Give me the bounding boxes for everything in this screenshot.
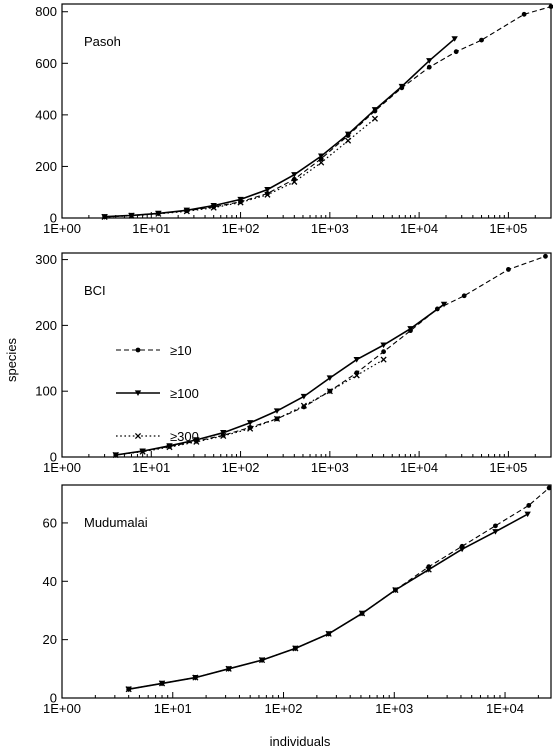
data-point <box>301 394 307 400</box>
legend: ≥10 ≥100 ≥300 <box>116 343 199 444</box>
y-tick-label: 40 <box>43 574 57 589</box>
series-line <box>129 514 528 689</box>
data-point <box>427 65 432 70</box>
data-point <box>549 4 553 9</box>
series-line <box>105 39 455 217</box>
data-point <box>493 523 498 528</box>
y-tick-label: 800 <box>35 4 57 19</box>
data-point <box>381 357 386 362</box>
series-line <box>129 488 549 689</box>
x-tick-label: 1E+00 <box>43 221 81 236</box>
x-tick-label: 1E+01 <box>154 701 192 716</box>
data-point <box>454 49 459 54</box>
legend-marker <box>136 348 141 353</box>
data-point <box>547 486 552 491</box>
x-tick-label: 1E+05 <box>489 460 527 475</box>
data-point <box>372 116 377 121</box>
x-tick-label: 1E+03 <box>311 221 349 236</box>
legend-label: ≥300 <box>170 429 199 444</box>
panel-mudumalai: 0 20 40 60 1E+00 1E+01 1E+02 1E+03 1E+04 Mudumala… <box>43 485 552 716</box>
x-tick-label: 1E+01 <box>132 460 170 475</box>
x-tick-label: 1E+02 <box>265 701 303 716</box>
x-tick-label: 1E+03 <box>375 701 413 716</box>
y-tick-label: 20 <box>43 632 57 647</box>
x-axis-title: individuals <box>270 734 331 749</box>
data-point <box>492 529 498 535</box>
panel-label-mudumalai: Mudumalai <box>84 515 148 530</box>
x-tick-label: 1E+04 <box>400 460 438 475</box>
panel-label-pasoh: Pasoh <box>84 34 121 49</box>
y-tick-label: 60 <box>43 515 57 530</box>
panel-bci: 0 100 200 300 1E+00 1E+01 1E+02 1E+03 1E+04 1E+05… <box>35 252 551 475</box>
series-line <box>129 570 429 690</box>
data-point <box>345 138 350 143</box>
x-tick-label: 1E+04 <box>486 701 524 716</box>
data-point <box>522 12 527 17</box>
data-point <box>479 38 484 43</box>
series-ge10 <box>102 4 553 219</box>
y-tick-label: 600 <box>35 56 57 71</box>
data-point <box>381 349 386 354</box>
data-point <box>524 512 530 518</box>
series-line <box>116 360 384 455</box>
x-tick-label: 1E+02 <box>222 221 260 236</box>
series-ge300 <box>126 567 431 692</box>
panel-label-bci: BCI <box>84 283 106 298</box>
y-tick-label: 400 <box>35 107 57 122</box>
series-ge100 <box>101 36 457 220</box>
x-tick-label: 1E+00 <box>43 460 81 475</box>
x-tick-label: 1E+02 <box>222 460 260 475</box>
panel-pasoh: 02004006008001E+00 1E+01 1E+02 1E+03 1E+04 1E… <box>35 4 553 236</box>
plot-frame <box>62 253 551 457</box>
series-line <box>105 7 551 217</box>
data-point <box>462 293 467 298</box>
x-tick-label: 1E+01 <box>132 221 170 236</box>
series-ge300 <box>113 357 386 458</box>
y-tick-label: 200 <box>35 159 57 174</box>
legend-marker <box>135 433 140 438</box>
series-ge10 <box>126 486 551 692</box>
data-point <box>526 503 531 508</box>
series-ge100 <box>125 512 530 693</box>
x-tick-label: 1E+04 <box>400 221 438 236</box>
legend-label: ≥10 <box>170 343 192 358</box>
data-point <box>506 267 511 272</box>
x-tick-label: 1E+00 <box>43 701 81 716</box>
legend-label: ≥100 <box>170 386 199 401</box>
y-tick-label: 300 <box>35 252 57 267</box>
y-axis-title: species <box>4 337 19 382</box>
plot-frame <box>62 4 551 218</box>
y-tick-label: 100 <box>35 384 57 399</box>
series-ge100 <box>113 302 448 458</box>
series-line <box>116 304 444 455</box>
x-tick-label: 1E+05 <box>489 221 527 236</box>
data-point <box>380 343 386 349</box>
series-ge300 <box>102 116 378 219</box>
x-tick-label: 1E+03 <box>311 460 349 475</box>
data-point <box>543 254 548 259</box>
y-tick-label: 200 <box>35 318 57 333</box>
